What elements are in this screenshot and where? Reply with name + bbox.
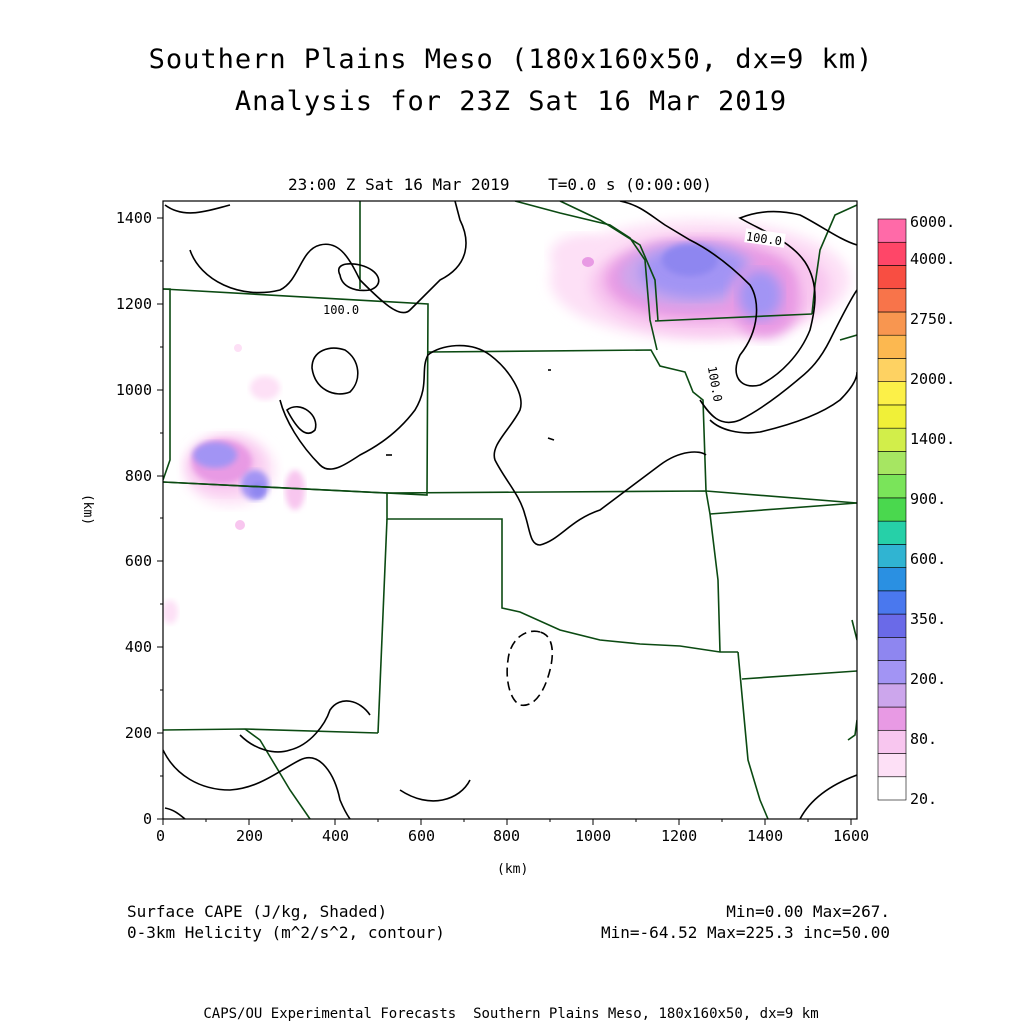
colorbar-swatch [877,544,907,568]
y-tick-label: 400 [124,638,152,656]
colorbar-label: 350. [910,610,947,628]
x-tick-label: 600 [408,827,436,845]
colorbar-label: 200. [910,670,947,688]
y-tick-label: 600 [124,552,152,570]
colorbar-swatch [877,729,907,754]
colorbar-swatch [877,474,907,499]
y-tick-label: 1200 [115,295,152,313]
contour-label: 100.0 [323,303,359,317]
y-tick-label: 1000 [115,381,152,399]
colorbar-label: 600. [910,550,947,568]
colorbar-swatch [877,334,907,359]
cape-region-west [163,344,305,624]
colorbar-swatch [877,427,907,452]
x-tick-label: 400 [322,827,350,845]
valid-time-label: 23:00 Z Sat 16 Mar 2019 T=0.0 s (0:00:00… [288,175,712,194]
colorbar-label: 80. [910,730,938,748]
colorbar-swatch [877,776,907,801]
colorbar-swatch [877,567,907,592]
colorbar-swatch [877,265,907,290]
legend-field1-stats: Min=0.00 Max=267. [726,902,890,921]
map-title-line2: Analysis for 23Z Sat 16 Mar 2019 [234,86,788,117]
x-tick-label: 1400 [747,827,784,845]
colorbar-swatch [877,520,907,545]
y-tick-label: 1400 [115,209,152,227]
colorbar-swatch [877,497,907,522]
y-tick-label: 200 [124,724,152,742]
x-tick-label: 0 [156,827,166,845]
helicity-contours [163,201,857,819]
colorbar-swatch [877,358,907,382]
colorbar-swatch [877,753,907,778]
colorbar-swatch [877,660,907,685]
footer-credit: CAPS/OU Experimental Forecasts Southern … [203,1006,819,1022]
x-tick-label: 1200 [661,827,698,845]
colorbar-label: 1400. [910,430,956,448]
x-tick-label: 1000 [575,827,612,845]
colorbar-swatch [877,706,907,731]
colorbar-swatch [877,404,907,429]
colorbar-swatch [877,613,907,638]
colorbar-swatch [877,241,907,266]
colorbar-swatch [877,683,907,708]
legend-field1: Surface CAPE (J/kg, Shaded) [127,902,388,921]
x-axis-label: (km) [497,862,529,877]
colorbar-label: 2000. [910,370,956,388]
y-axis-label: (km) [80,493,96,526]
colorbar-swatch [877,451,907,475]
legend-field2-stats: Min=-64.52 Max=225.3 inc=50.00 [601,923,890,942]
contour-label: 100.0 [705,365,725,403]
colorbar-swatch [877,590,907,615]
x-tick-label: 1600 [833,827,870,845]
x-tick-label: 800 [493,827,521,845]
colorbar-label: 900. [910,490,947,508]
colorbar-label: 6000. [910,213,956,231]
colorbar-swatch [877,637,907,661]
plot-frame [162,200,858,820]
state-boundaries [163,201,857,819]
x-tick-label: 200 [236,827,264,845]
contour-labels: 100.0 100.0 100.0 [320,228,786,403]
colorbar-swatch [877,218,907,243]
legend-field2: 0-3km Helicity (m^2/s^2, contour) [127,923,445,942]
cape-shading [163,220,850,624]
colorbar-label: 2750. [910,310,956,328]
y-tick-label: 800 [124,467,152,485]
colorbar-label: 20. [910,790,938,808]
cape-region-northeast [550,220,850,340]
colorbar [877,218,907,801]
y-tick-label: 0 [142,810,152,828]
colorbar-swatch [877,381,907,406]
colorbar-swatch [877,311,907,336]
colorbar-swatch [877,288,907,313]
axis-ticks [157,217,852,825]
contour-label: 100.0 [745,229,783,248]
map-title-line1: Southern Plains Meso (180x160x50, dx=9 k… [148,44,874,75]
colorbar-label: 4000. [910,250,956,268]
